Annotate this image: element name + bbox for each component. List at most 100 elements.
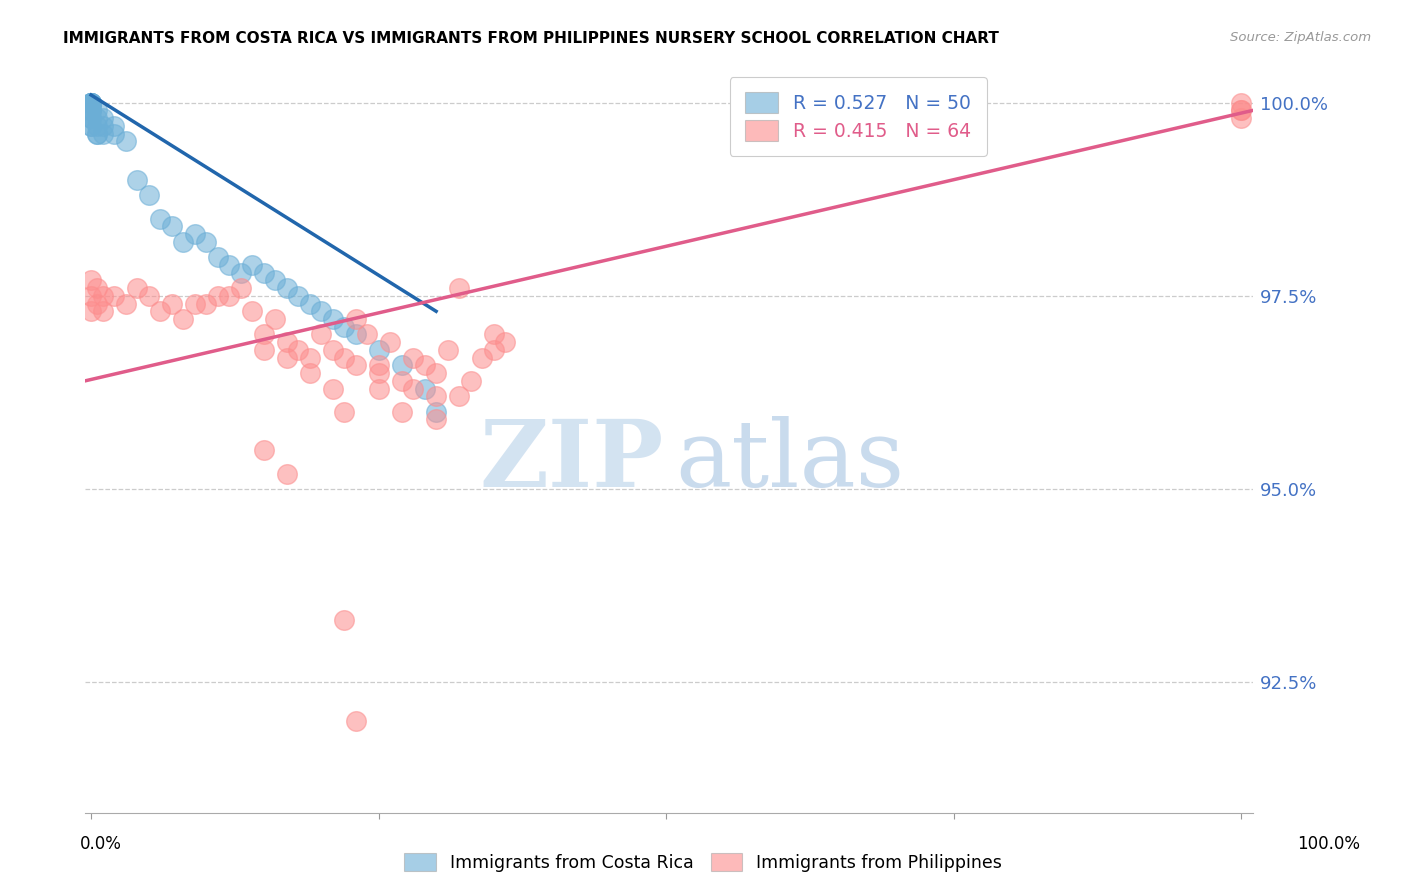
Point [494, 335, 516, 350]
Point [391, 374, 413, 388]
Point [425, 412, 447, 426]
Point [402, 382, 425, 396]
Point [264, 273, 287, 287]
Point [138, 289, 160, 303]
Point [86, 296, 108, 310]
Text: 0.0%: 0.0% [80, 835, 122, 853]
Point [103, 289, 125, 303]
Point [367, 366, 389, 380]
Point [298, 296, 321, 310]
Point [229, 281, 252, 295]
Point [344, 714, 367, 728]
Point [402, 351, 425, 365]
Text: atlas: atlas [675, 417, 904, 507]
Point [218, 289, 240, 303]
Point [322, 343, 344, 357]
Point [413, 359, 436, 373]
Point [91, 111, 114, 125]
Point [172, 235, 194, 249]
Point [80, 95, 103, 110]
Point [160, 219, 183, 234]
Point [80, 289, 103, 303]
Point [172, 312, 194, 326]
Point [80, 95, 103, 110]
Point [80, 119, 103, 133]
Point [229, 266, 252, 280]
Point [276, 467, 298, 481]
Point [195, 296, 218, 310]
Point [367, 359, 389, 373]
Point [125, 173, 148, 187]
Point [86, 111, 108, 125]
Point [436, 343, 458, 357]
Point [460, 374, 482, 388]
Point [482, 327, 505, 342]
Point [183, 296, 205, 310]
Point [91, 289, 114, 303]
Point [1230, 95, 1253, 110]
Point [333, 405, 356, 419]
Point [80, 119, 103, 133]
Point [80, 111, 103, 125]
Point [344, 327, 367, 342]
Point [91, 119, 114, 133]
Point [367, 343, 389, 357]
Point [252, 443, 274, 458]
Legend: Immigrants from Costa Rica, Immigrants from Philippines: Immigrants from Costa Rica, Immigrants f… [398, 847, 1008, 879]
Point [344, 312, 367, 326]
Point [264, 312, 287, 326]
Point [183, 227, 205, 241]
Point [449, 389, 471, 403]
Point [86, 127, 108, 141]
Point [80, 95, 103, 110]
Point [449, 281, 471, 295]
Point [91, 304, 114, 318]
Point [298, 366, 321, 380]
Point [276, 281, 298, 295]
Point [276, 335, 298, 350]
Point [80, 304, 103, 318]
Point [80, 95, 103, 110]
Point [344, 359, 367, 373]
Text: ZIP: ZIP [479, 417, 664, 507]
Point [80, 95, 103, 110]
Point [80, 95, 103, 110]
Point [252, 266, 274, 280]
Point [252, 327, 274, 342]
Point [413, 382, 436, 396]
Point [425, 405, 447, 419]
Point [149, 304, 172, 318]
Point [80, 103, 103, 118]
Point [425, 366, 447, 380]
Point [240, 304, 263, 318]
Point [391, 405, 413, 419]
Point [86, 103, 108, 118]
Point [471, 351, 494, 365]
Text: 100.0%: 100.0% [1298, 835, 1360, 853]
Point [367, 382, 389, 396]
Point [125, 281, 148, 295]
Point [482, 343, 505, 357]
Point [252, 343, 274, 357]
Point [138, 188, 160, 202]
Point [333, 613, 356, 627]
Point [80, 103, 103, 118]
Point [103, 119, 125, 133]
Point [195, 235, 218, 249]
Point [218, 258, 240, 272]
Point [80, 95, 103, 110]
Point [322, 312, 344, 326]
Point [391, 359, 413, 373]
Point [1230, 111, 1253, 125]
Point [276, 351, 298, 365]
Point [333, 319, 356, 334]
Point [80, 95, 103, 110]
Point [322, 382, 344, 396]
Text: Source: ZipAtlas.com: Source: ZipAtlas.com [1230, 31, 1371, 45]
Point [86, 127, 108, 141]
Point [80, 273, 103, 287]
Point [240, 258, 263, 272]
Point [114, 296, 136, 310]
Point [207, 289, 229, 303]
Point [356, 327, 378, 342]
